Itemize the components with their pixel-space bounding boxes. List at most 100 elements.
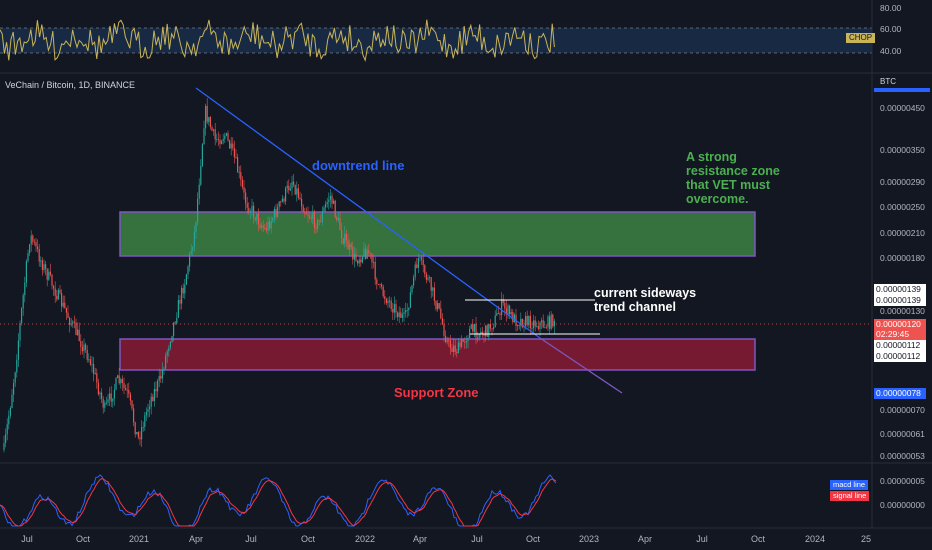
- price-tag-channel-bottom: 0.00000112: [874, 340, 926, 351]
- candle-body: [526, 315, 528, 326]
- candle-body: [227, 133, 229, 141]
- candle-body: [157, 380, 159, 392]
- candle-body: [477, 337, 479, 339]
- candle-body: [153, 388, 155, 402]
- candle-body: [243, 187, 245, 193]
- candle-body: [70, 323, 72, 325]
- candle-body: [27, 253, 29, 262]
- candle-body: [35, 242, 37, 247]
- candle-body: [280, 201, 282, 203]
- candle-body: [379, 284, 381, 285]
- macd-legend-badge: macd line: [830, 480, 869, 490]
- candle-body: [293, 181, 295, 185]
- candle-body: [249, 211, 251, 213]
- candle-body: [318, 220, 320, 222]
- candle-body: [224, 135, 226, 140]
- candle-body: [64, 302, 66, 308]
- candle-body: [115, 378, 117, 390]
- candle-body: [160, 376, 162, 379]
- candle-body: [118, 375, 120, 384]
- price-axis-label: 0.00000070: [880, 405, 925, 415]
- candle-body: [553, 321, 555, 327]
- candle-body: [307, 214, 309, 217]
- current-price-tag: 0.00000120: [874, 319, 926, 330]
- candle-body: [217, 139, 219, 141]
- candle-body: [265, 228, 267, 231]
- resistance-zone[interactable]: [119, 211, 756, 257]
- candle-body: [392, 308, 394, 313]
- candle-body: [230, 143, 232, 149]
- candle-body: [195, 222, 197, 232]
- candle-body: [25, 261, 27, 283]
- macd-axis-label: 0.00000000: [880, 500, 925, 510]
- candle-body: [21, 308, 23, 324]
- candle-body: [209, 117, 211, 128]
- candle-body: [121, 379, 123, 384]
- candle-body: [185, 274, 187, 285]
- chop-axis-label: 60.00: [880, 24, 902, 34]
- downtrend-annotation[interactable]: downtrend line: [312, 158, 405, 173]
- support-zone[interactable]: [119, 338, 756, 371]
- candle-body: [339, 217, 341, 231]
- candle-body: [77, 329, 79, 335]
- candle-body: [315, 227, 317, 229]
- candle-body: [193, 231, 195, 247]
- time-axis-label: Jul: [696, 534, 708, 544]
- candle-body: [493, 327, 495, 329]
- time-axis-label: Oct: [525, 534, 541, 544]
- candle-body: [17, 340, 19, 360]
- candle-body: [206, 105, 208, 122]
- candle-body: [29, 244, 31, 254]
- candle-body: [285, 188, 287, 202]
- candle-body: [277, 206, 279, 217]
- candle-body: [11, 394, 13, 408]
- candle-body: [320, 221, 322, 222]
- candle-body: [480, 331, 482, 334]
- candle-body: [489, 324, 491, 329]
- candle-body: [149, 406, 151, 409]
- candle-body: [467, 338, 469, 342]
- signal-line: [0, 478, 557, 527]
- candle-body: [251, 205, 253, 212]
- candle-body: [494, 315, 496, 328]
- downtrend-line[interactable]: [195, 87, 541, 339]
- candle-body: [30, 235, 32, 245]
- price-tag-channel-top: 0.00000139: [874, 284, 926, 295]
- candle-body: [312, 212, 314, 219]
- price-tag-trendline: 0.00000078: [874, 388, 926, 399]
- candle-body: [443, 324, 445, 336]
- candle-body: [393, 304, 395, 313]
- candle-body: [334, 200, 336, 218]
- symbol-title[interactable]: VeChain / Bitcoin, 1D, BINANCE: [5, 80, 136, 90]
- candle-body: [347, 240, 349, 250]
- sideways-annotation[interactable]: current sideways trend channel: [594, 286, 697, 314]
- candle-body: [56, 295, 58, 300]
- candle-body: [261, 225, 263, 228]
- candle-body: [198, 184, 200, 199]
- candle-body: [270, 221, 272, 229]
- candle-body: [331, 195, 333, 204]
- candle-body: [144, 415, 146, 427]
- candle-body: [203, 128, 205, 145]
- candle-body: [120, 379, 122, 384]
- candle-body: [510, 311, 512, 315]
- candle-body: [3, 443, 5, 450]
- resistance-annotation[interactable]: A strong resistance zone that VET must o…: [686, 150, 780, 206]
- price-axis-label: 0.00000350: [880, 145, 925, 155]
- candle-body: [453, 345, 455, 352]
- candle-body: [88, 359, 90, 361]
- candle-body: [73, 321, 75, 323]
- candle-body: [525, 315, 527, 327]
- candle-body: [374, 261, 376, 280]
- candle-body: [161, 369, 163, 379]
- candle-body: [131, 400, 133, 409]
- candle-body: [387, 300, 389, 304]
- support-annotation[interactable]: Support Zone: [394, 385, 479, 400]
- time-axis-label: Jul: [21, 534, 33, 544]
- candle-body: [225, 133, 227, 136]
- downtrend-line-extension[interactable]: [539, 337, 623, 394]
- candle-body: [461, 339, 463, 347]
- candle-body: [238, 172, 240, 174]
- candle-body: [45, 264, 47, 269]
